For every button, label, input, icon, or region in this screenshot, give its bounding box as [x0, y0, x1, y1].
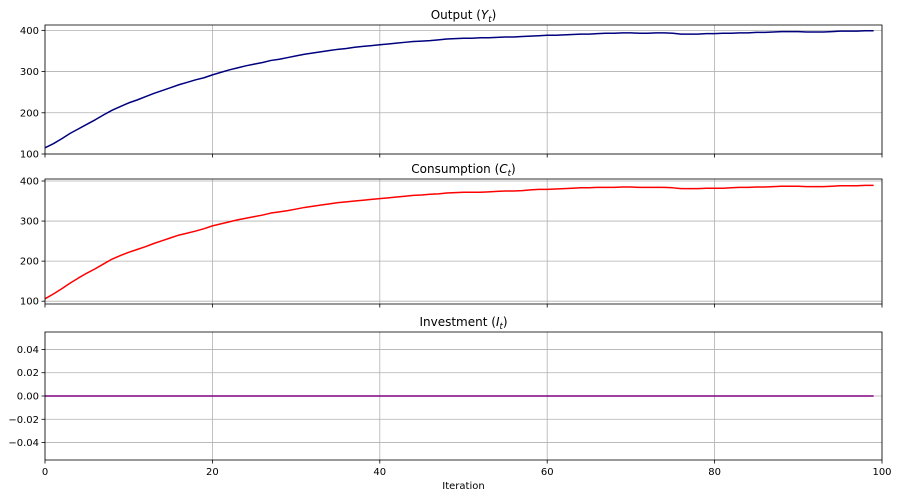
- y-tick-label: 0.04: [17, 345, 39, 356]
- y-tick-label: 400: [20, 177, 39, 188]
- chart-title-close: ): [511, 162, 516, 176]
- y-tick-label: 300: [20, 67, 39, 78]
- chart-title-variable: I: [496, 315, 500, 329]
- chart-title: Consumption (Ct): [411, 162, 515, 179]
- chart-title-subscript: t: [488, 15, 492, 25]
- chart-panel-3: −0.04 −0.02 0.00 0.02 0.04 0 20 40 60 80 100 Invest…: [8, 315, 891, 492]
- chart-title-text: Consumption (: [411, 162, 499, 176]
- chart-panel-2: 100 200 300 400 Consumption (Ct): [20, 162, 883, 308]
- chart-title: Output (Yt): [431, 8, 497, 25]
- y-tick-label: 100: [20, 150, 39, 161]
- chart-title-subscript: t: [499, 322, 503, 332]
- x-tick-label: 80: [708, 467, 721, 478]
- x-tick-label: 40: [373, 467, 386, 478]
- axes-frame: [44, 24, 883, 155]
- chart-title-text: Investment (: [419, 315, 495, 329]
- y-tick-label: 300: [20, 217, 39, 228]
- x-axis-label: Iteration: [442, 481, 484, 492]
- y-tick-label: 400: [20, 26, 39, 37]
- chart-title-subscript: t: [508, 169, 512, 179]
- x-tick-label: 20: [206, 467, 219, 478]
- y-tick-label: 0.02: [17, 368, 39, 379]
- y-tick-label: 200: [20, 108, 39, 119]
- chart-title-variable: C: [499, 162, 508, 176]
- y-tick-label: 0.00: [17, 392, 39, 403]
- axes-frame: [44, 178, 883, 305]
- y-tick-label: −0.04: [8, 438, 39, 449]
- y-tick-label: −0.02: [8, 415, 39, 426]
- chart-title-variable: Y: [481, 8, 490, 22]
- x-tick-label: 0: [42, 467, 48, 478]
- x-tick-label: 60: [541, 467, 554, 478]
- series-line: [44, 30, 874, 149]
- chart-title-close: ): [503, 315, 508, 329]
- y-tick-label: 200: [20, 257, 39, 268]
- chart-panel-1: 100 200 300 400 Output (Yt): [20, 8, 883, 161]
- x-tick-label: 100: [872, 467, 891, 478]
- chart-title: Investment (It): [419, 315, 507, 332]
- y-tick-label: 100: [20, 297, 39, 308]
- series-line: [44, 184, 874, 300]
- chart-title-close: ): [492, 8, 497, 22]
- chart-title-text: Output (: [431, 8, 481, 22]
